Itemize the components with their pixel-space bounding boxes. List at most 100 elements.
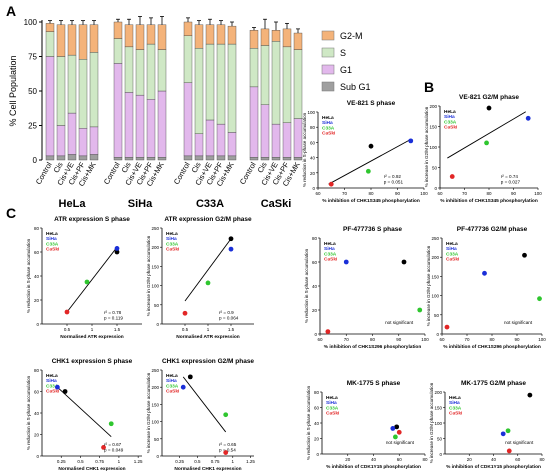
y-tick-label: 60 [34, 390, 40, 395]
legend-entry: HeLa [322, 115, 334, 121]
y-tick-label: 80 [310, 125, 316, 130]
data-point-caski [396, 429, 402, 435]
panel-label-c: C [6, 205, 16, 221]
bar-segment-g1 [67, 112, 77, 155]
y-tick-label: 100 [434, 421, 442, 426]
y-tick-label: 80 [312, 236, 318, 241]
y-tick-label: 50 [154, 437, 160, 442]
y-tick-label: 0 [314, 332, 317, 337]
legend-entry: HeLa [324, 241, 336, 247]
y-tick-label: 25 [28, 122, 37, 131]
y-axis-title: % reduction in S-phase accumulation [306, 385, 311, 460]
stat-label: p = 0.119 [104, 316, 123, 321]
bar-segment-subg1 [146, 157, 156, 161]
legend-entry: CaSki [46, 247, 59, 253]
y-tick-label: 40 [314, 421, 320, 426]
stat-label: r² = 0.67 [104, 442, 122, 447]
y-tick-label: 200 [151, 385, 159, 390]
x-axis-title: % inhibition of CHK1S296 phosphorylation [443, 344, 541, 350]
legend-entry: CaSki [444, 125, 457, 131]
bar-segment-s [124, 46, 134, 93]
data-point-hela [62, 389, 68, 394]
legend-entry: SiHa [322, 120, 333, 126]
stat-label: not significant [386, 440, 415, 445]
x-tick-label: 1 [207, 327, 210, 332]
x-tick-label: 1.25 [134, 459, 143, 464]
data-point-siha [500, 431, 506, 437]
x-tick-label: 70 [344, 337, 350, 342]
x-axis-title: % inhibition of CDK1Y15 phosphorylation [446, 464, 541, 470]
data-point-c33a [223, 412, 229, 418]
stat-label: r² = 0.9 [219, 310, 234, 315]
legend-entry: CaSki [166, 389, 179, 395]
legend-label: Sub G1 [340, 82, 371, 92]
bar-segment-g2m [216, 24, 226, 45]
bar-segment-g1 [157, 90, 167, 158]
data-point-c33a [537, 296, 542, 302]
bar-segment-s [216, 43, 226, 125]
bar-segment-s [146, 43, 156, 100]
legend-entry: SiHa [46, 378, 57, 384]
stat-label: p = 0.051 [384, 180, 404, 185]
data-point-siha [390, 426, 396, 431]
y-tick-label: 80 [314, 390, 320, 395]
x-tick-label: 0.5 [182, 327, 189, 332]
bar-segment-subg1 [157, 157, 167, 161]
y-tick-label: 150 [151, 402, 159, 407]
bar-segment-g1 [135, 94, 145, 158]
plot-title: CHK1 expression S phase [52, 358, 133, 365]
x-axis-title: Normalised ATR expression [176, 334, 240, 340]
bar-segment-g2m [135, 24, 145, 50]
x-tick-label: 0.5 [194, 459, 201, 464]
data-point-caski [182, 310, 188, 316]
bar-segment-subg1 [45, 155, 55, 161]
bar-segment-subg1 [194, 155, 204, 161]
bar-segment-g1 [45, 56, 55, 157]
data-point-hela [486, 105, 492, 111]
y-tick-label: 40 [310, 156, 316, 161]
bar-segment-g2m [146, 24, 156, 45]
bar-segment-s [78, 59, 88, 129]
bar-segment-s [183, 35, 193, 83]
legend-entry: C33A [166, 383, 179, 389]
x-tick-label: 20 [467, 457, 473, 462]
bar-segment-g1 [249, 86, 259, 158]
legend-entry: C33A [46, 241, 59, 247]
x-tick-label: 1.25 [246, 459, 255, 464]
y-tick-label: 50 [432, 166, 438, 171]
x-tick-label: 90 [396, 337, 402, 342]
legend-entry: SiHa [326, 400, 337, 406]
y-axis-title: % reduction in S-phase accumulation [304, 248, 309, 323]
y-tick-label: 0 [436, 332, 439, 337]
y-tick-label: 0 [434, 186, 437, 191]
x-tick-label: 0.75 [211, 459, 220, 464]
plot-title: PF-477736 S phase [343, 226, 402, 233]
bar-segment-g1 [113, 63, 123, 158]
plot-title: VE-821 S phase [347, 100, 396, 107]
bar-segment-s [227, 43, 237, 133]
x-tick-label: 100 [534, 191, 542, 196]
legend-entry: HeLa [449, 395, 461, 401]
x-tick-label: 0.25 [57, 459, 66, 464]
stat-label: p = 0.027 [501, 180, 521, 185]
bar-segment-subg1 [205, 155, 215, 161]
y-tick-label: 75 [28, 53, 37, 62]
x-tick-label: 80 [422, 457, 428, 462]
x-tick-label: 60 [397, 457, 403, 462]
x-tick-label: 70 [462, 191, 468, 196]
y-tick-label: 150 [434, 406, 442, 411]
group-label: C33A [196, 198, 224, 210]
y-tick-label: 150 [431, 274, 439, 279]
bar-segment-g2m [260, 28, 270, 46]
data-point-c33a [84, 279, 90, 285]
legend-entry: C33A [166, 241, 179, 247]
y-axis-title: % reduction in S-phase accumulation [26, 375, 31, 450]
scatter-plot-b2: VE-821 G2/M phase 0 50 100 150 200 60 70 80 90 100… [424, 94, 542, 204]
bar-segment-g2m [183, 21, 193, 37]
x-tick-label: 0.25 [175, 459, 184, 464]
x-tick-label: 80 [368, 191, 374, 196]
regression-line [57, 386, 112, 437]
data-point-caski [444, 324, 450, 330]
group-label: SiHa [128, 198, 153, 210]
y-tick-label: 0 [36, 454, 39, 459]
